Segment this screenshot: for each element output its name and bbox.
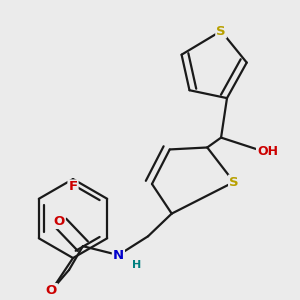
Text: S: S: [216, 25, 226, 38]
Text: N: N: [113, 249, 124, 262]
Text: F: F: [68, 181, 78, 194]
Text: S: S: [229, 176, 239, 188]
Text: O: O: [54, 215, 65, 228]
Text: O: O: [46, 284, 57, 297]
Text: H: H: [132, 260, 141, 270]
Text: OH: OH: [257, 145, 278, 158]
